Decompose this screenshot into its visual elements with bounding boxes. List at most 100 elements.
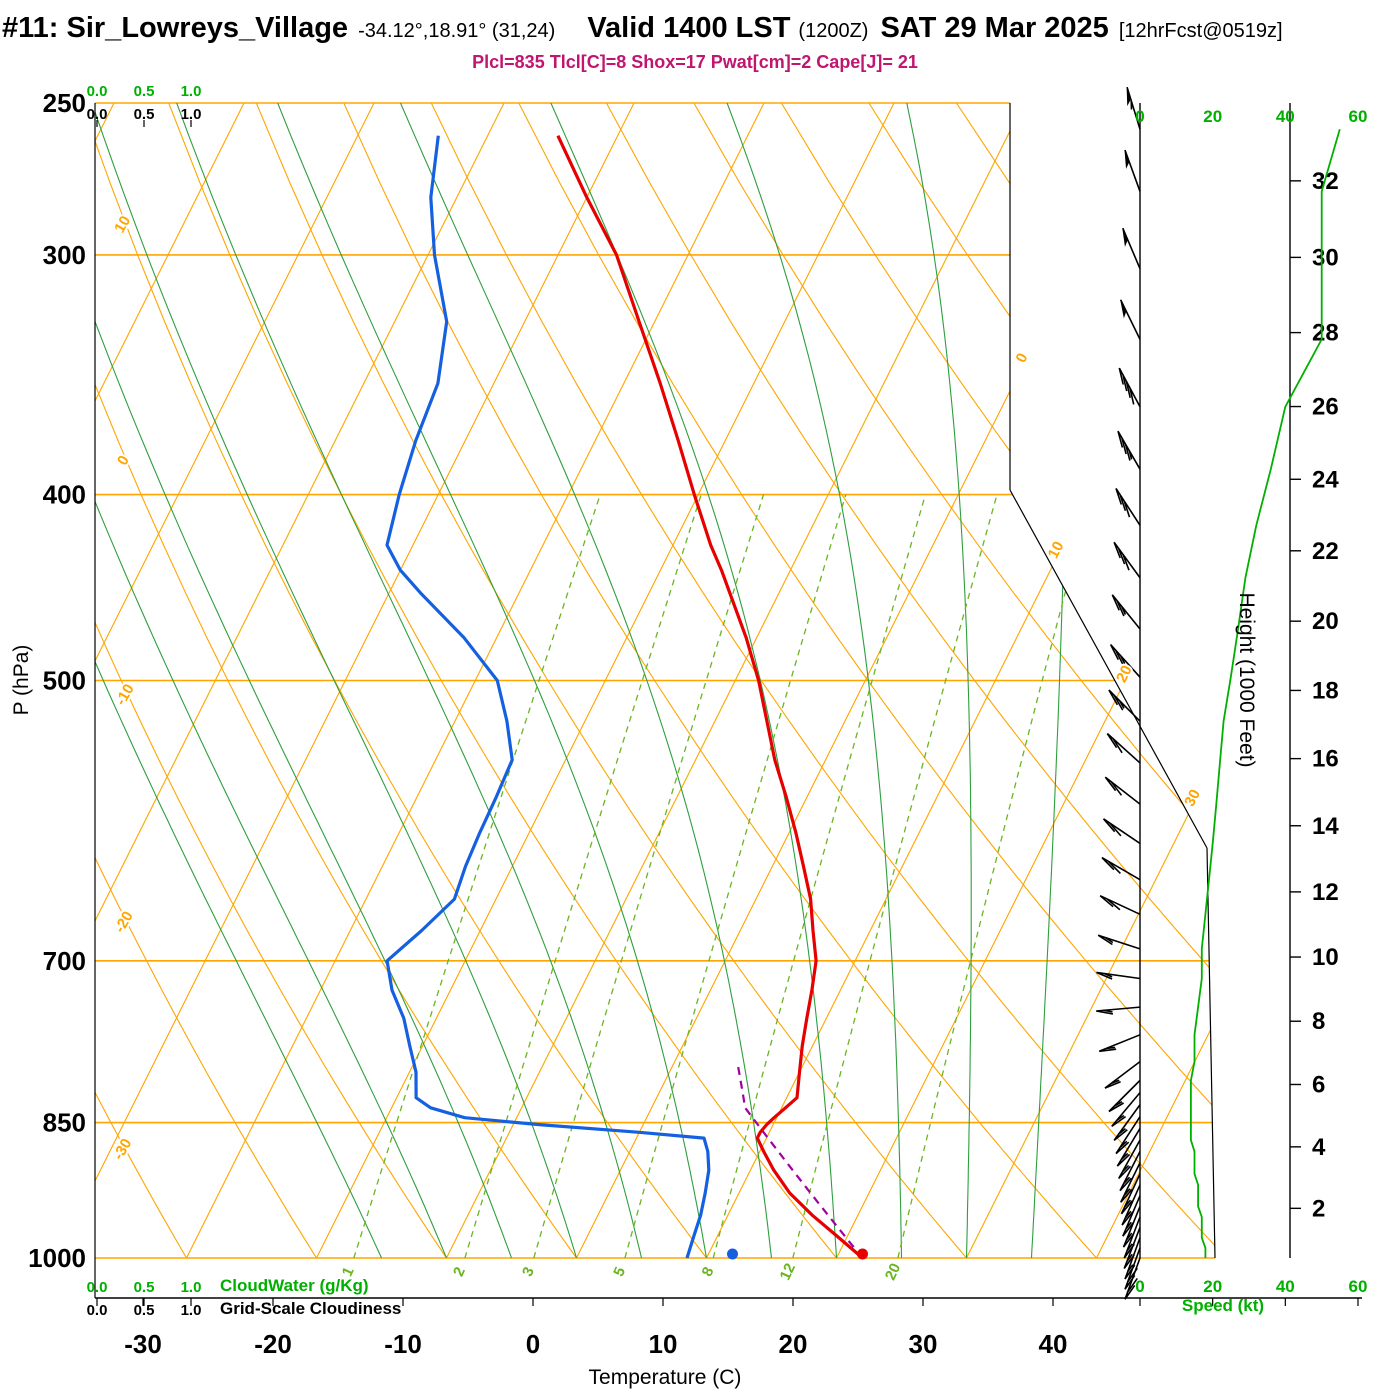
moist-adiabat-line (95, 103, 448, 1258)
moist-adiabat-line (277, 103, 708, 1258)
right-boundary-lower (1206, 847, 1216, 1259)
surface-temperature-dot (857, 1248, 868, 1260)
mixing-ratio-label: 3 (519, 1264, 538, 1279)
wind-barb (1117, 430, 1141, 470)
temperature-tick-label: -20 (254, 1329, 292, 1359)
mixing-ratio-line (792, 494, 998, 1258)
temperature-axis-title: Temperature (C) (588, 1366, 742, 1389)
chart-title: #11: Sir_Lowreys_Village -34.12°,18.91° … (2, 12, 1283, 45)
wind-barb (1122, 1206, 1141, 1248)
height-tick-label: 16 (1312, 746, 1339, 773)
moist-adiabat-line (399, 103, 773, 1258)
dry-adiabat-line (518, 103, 1215, 1258)
wind-barb (1123, 1216, 1141, 1259)
wind-barb (1113, 1104, 1141, 1142)
mixing-ratio-label: 8 (699, 1264, 718, 1279)
dry-adiabat-label: -10 (112, 681, 138, 708)
cloudwater-scale-bottom: 0.0 (87, 1279, 108, 1296)
dry-adiabat-line (95, 103, 577, 1258)
dry-adiabat-label: 0 (114, 453, 133, 469)
orange-grid (95, 103, 1400, 1258)
cloudiness-axis-title: Grid-Scale Cloudiness (220, 1299, 402, 1318)
temperature-tick-label: 10 (649, 1329, 678, 1359)
mixing-ratio-line (712, 494, 927, 1258)
cloudwater-scale-top: 0.0 (87, 83, 108, 100)
wind-speed-curve (1190, 128, 1341, 1258)
wind-barb (1126, 86, 1141, 130)
station-coords: -34.12°,18.91° (31,24) (358, 20, 556, 42)
wind-barb (1098, 1034, 1141, 1053)
height-tick-label: 28 (1312, 320, 1339, 347)
wind-barb (1121, 1184, 1141, 1226)
wind-barb (1101, 856, 1141, 881)
wind-barb (1096, 971, 1141, 980)
pressure-tick-label: 250 (43, 88, 86, 118)
height-tick-label: 12 (1312, 879, 1339, 906)
mixing-ratio-line (533, 494, 765, 1258)
cloudwater-scale-bottom: 0.5 (134, 1279, 155, 1296)
wind-barb (1108, 689, 1141, 722)
dry-adiabat-line (430, 103, 1215, 1258)
isotherm-line (966, 103, 1215, 1258)
cloudiness-scale-top: 0.0 (87, 106, 108, 123)
mixing-ratio-line (897, 494, 1092, 1258)
dry-adiabat-line (95, 103, 707, 1258)
wind-barb (1119, 299, 1141, 340)
height-tick-label: 14 (1312, 813, 1339, 840)
speed-tick-label-bottom: 40 (1276, 1277, 1295, 1296)
wind-barb (1097, 934, 1141, 950)
moist-adiabat-line (95, 103, 578, 1258)
cloudwater-scale-top: 1.0 (181, 83, 202, 100)
wind-barb (1124, 149, 1141, 192)
cloudiness-scale-top: 1.0 (181, 106, 202, 123)
dry-adiabat-label: -30 (110, 1136, 136, 1163)
wind-barb (1111, 594, 1141, 630)
speed-axis-title: Speed (kt) (1181, 1296, 1265, 1315)
dry-adiabat-line (343, 103, 1097, 1258)
height-tick-label: 30 (1312, 244, 1339, 271)
height-tick-label: 8 (1312, 1008, 1325, 1035)
isotherm-line (95, 103, 375, 1258)
wind-barb (1108, 1079, 1141, 1113)
valid-zulu: (1200Z) (798, 20, 869, 42)
pressure-tick-label: 500 (43, 666, 86, 696)
height-tick-label: 26 (1312, 394, 1339, 421)
temperature-tick-label: 20 (779, 1329, 808, 1359)
wind-barb (1113, 541, 1141, 579)
wind-barb (1118, 367, 1141, 408)
dry-adiabat-line (168, 103, 837, 1258)
valid-date: SAT 29 Mar 2025 (880, 12, 1109, 44)
cloudwater-axis-title: CloudWater (g/Kg) (220, 1276, 369, 1295)
moist-adiabat-line (95, 103, 513, 1258)
isotherm-margin-label: 20 (1113, 663, 1136, 686)
temperature-tick-label: -10 (384, 1329, 422, 1359)
speed-tick-label-top: 40 (1276, 107, 1295, 126)
wind-barbs (1096, 86, 1141, 1300)
wind-barb (1120, 1173, 1141, 1215)
wind-barb (1119, 1162, 1141, 1203)
pressure-tick-label: 300 (43, 240, 86, 270)
pressure-axis-title: P (hPa) (10, 644, 33, 716)
forecast-tag: [12hrFcst@0519z] (1118, 20, 1283, 42)
wind-barb (1096, 1006, 1141, 1015)
speed-tick-label-bottom: 60 (1349, 1277, 1368, 1296)
cloudiness-scale-bottom: 1.0 (181, 1302, 202, 1319)
cloudwater-scale-top: 0.5 (134, 83, 155, 100)
temperature-curve (556, 135, 864, 1260)
wind-barb (1111, 1092, 1141, 1128)
wind-barb (1119, 1151, 1141, 1192)
temperature-tick-label: 0 (526, 1329, 540, 1359)
pressure-tick-label: 700 (43, 946, 86, 976)
wind-barb (1099, 894, 1141, 916)
station-name: #11: Sir_Lowreys_Village (2, 12, 349, 44)
frame-lines (94, 103, 1362, 1306)
pressure-tick-label: 1000 (28, 1243, 86, 1273)
dry-adiabat-line (780, 103, 1215, 1258)
pressure-lines (95, 102, 1215, 1259)
cloudiness-scale-bottom: 0.0 (87, 1302, 108, 1319)
speed-tick-label-bottom: 0 (1135, 1277, 1144, 1296)
isotherm-line (1357, 103, 1400, 1258)
